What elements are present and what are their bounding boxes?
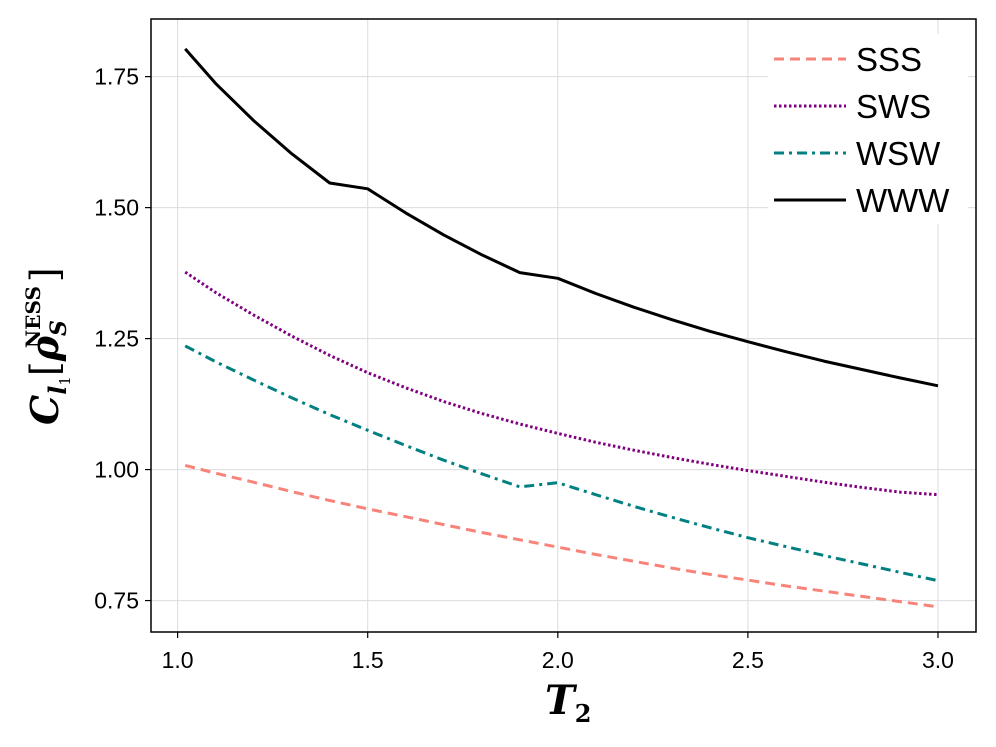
x-tick-label: 2.0 [542,647,574,673]
x-tick-label: 2.5 [732,647,764,673]
series-line-www [184,47,939,388]
series-line-wsw [184,344,939,583]
legend-label-wsw: WSW [856,135,941,172]
x-axis-title-sub: 2 [575,699,592,728]
y-tick-label: 1.00 [94,457,139,483]
y-axis-title-bracket-open: [ [23,361,67,376]
y-axis-title-sub: l [43,386,72,395]
series-line-sss [184,463,939,609]
y-axis-title-subsub: 1 [56,376,74,386]
x-axis-title-main: T [545,677,578,724]
y-axis-title-rho: ρ [22,335,67,362]
legend-label-sws: SWS [856,88,931,125]
x-tick-label: 1.5 [352,647,384,673]
legend-label-sss: SSS [856,41,922,78]
x-axis-title: T2 [545,677,591,728]
y-axis-title: Cl1[ρSNESS] [21,267,74,425]
y-tick-label: 1.50 [94,195,139,221]
series-line-sws [184,270,939,497]
series-lines [184,47,939,609]
y-axis-title-main: C [22,395,67,425]
x-tick-label: 3.0 [922,647,954,673]
y-tick-label: 1.75 [94,64,139,90]
legend: SSS SWS WSW WWW [768,34,968,224]
x-tick-label: 1.0 [162,647,194,673]
y-axis-title-bracket-close: ] [23,267,67,282]
legend-label-www: WWW [856,182,950,219]
plot-frame [150,18,977,633]
y-axis-title-rho-sub: S [46,320,72,336]
axis-ticks: 1.0 1.5 2.0 2.5 3.0 0.75 1.00 1.25 1.50 1.75 [94,64,954,673]
y-axis-title-rho-sup: NESS [21,286,45,348]
legend-background [768,34,968,224]
y-tick-label: 1.25 [94,326,139,352]
y-tick-label: 0.75 [94,588,139,614]
